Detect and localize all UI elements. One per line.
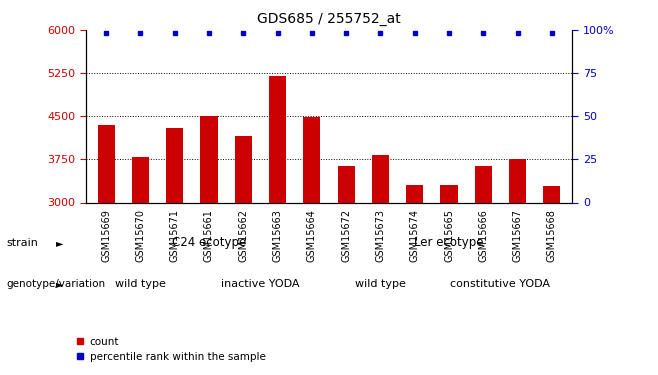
Bar <box>338 166 355 202</box>
Text: constitutive YODA: constitutive YODA <box>451 279 551 289</box>
Text: C24 ecotype: C24 ecotype <box>172 236 246 249</box>
Bar <box>440 184 457 202</box>
Bar <box>372 155 389 203</box>
Bar <box>474 166 492 202</box>
Bar <box>269 76 286 202</box>
Bar <box>132 156 149 203</box>
Bar <box>97 125 114 202</box>
Legend: count, percentile rank within the sample: count, percentile rank within the sample <box>71 333 270 366</box>
Title: GDS685 / 255752_at: GDS685 / 255752_at <box>257 12 401 26</box>
Bar <box>544 186 561 202</box>
Bar <box>303 117 320 202</box>
Text: ►: ► <box>56 279 63 289</box>
Bar <box>235 136 252 202</box>
Text: wild type: wild type <box>115 279 166 289</box>
Bar <box>406 185 423 202</box>
Bar <box>201 116 218 202</box>
Text: Ler ecotype: Ler ecotype <box>415 236 484 249</box>
Text: ►: ► <box>56 238 63 248</box>
Bar <box>509 159 526 203</box>
Text: genotype/variation: genotype/variation <box>7 279 106 289</box>
Text: inactive YODA: inactive YODA <box>221 279 299 289</box>
Text: strain: strain <box>7 238 38 248</box>
Bar <box>166 128 184 202</box>
Text: wild type: wild type <box>355 279 406 289</box>
